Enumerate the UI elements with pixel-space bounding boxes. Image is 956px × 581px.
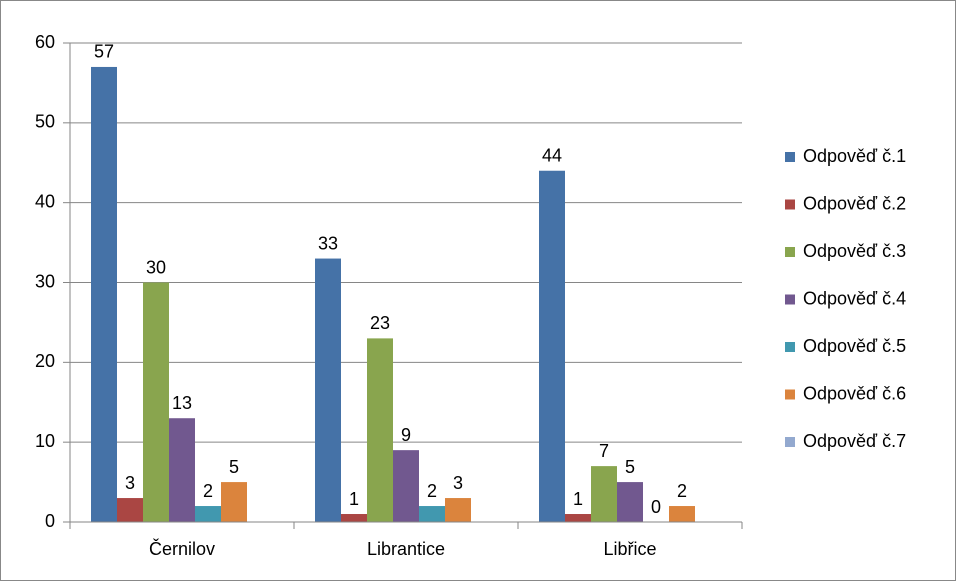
- legend-swatch: [785, 152, 795, 162]
- legend-label: Odpověď č.2: [803, 193, 906, 213]
- legend-swatch: [785, 294, 795, 305]
- data-label: 30: [146, 257, 166, 277]
- bar: [393, 450, 419, 522]
- y-tick-label: 60: [35, 32, 55, 52]
- data-label: 7: [599, 441, 609, 461]
- data-label: 3: [125, 473, 135, 493]
- x-tick-label: Libřice: [603, 539, 656, 559]
- data-label: 2: [203, 481, 213, 501]
- y-tick-label: 40: [35, 191, 55, 211]
- data-label: 5: [625, 457, 635, 477]
- legend-label: Odpověď č.3: [803, 241, 906, 261]
- data-label: 3: [453, 473, 463, 493]
- legend-label: Odpověď č.5: [803, 336, 906, 356]
- data-label: 2: [677, 481, 687, 501]
- data-label: 0: [651, 497, 661, 517]
- bar: [617, 482, 643, 522]
- legend-swatch: [785, 389, 795, 400]
- data-label: 2: [427, 481, 437, 501]
- bar: [91, 66, 117, 522]
- bar: [367, 338, 393, 522]
- legend-label: Odpověď č.4: [803, 288, 906, 308]
- data-label: 5: [229, 457, 239, 477]
- y-tick-label: 50: [35, 112, 55, 132]
- bar: [117, 498, 143, 522]
- bar: [539, 170, 565, 522]
- y-tick-label: 0: [45, 511, 55, 531]
- legend-swatch: [785, 247, 795, 257]
- bar: [315, 258, 341, 522]
- data-label: 57: [94, 42, 114, 62]
- bar: [445, 498, 471, 522]
- bar: [669, 506, 695, 522]
- data-label: 44: [542, 145, 562, 165]
- legend-label: Odpověď č.7: [803, 431, 906, 451]
- y-tick-label: 20: [35, 351, 55, 371]
- y-tick-label: 10: [35, 431, 55, 451]
- data-label: 1: [573, 489, 583, 509]
- bar: [591, 466, 617, 522]
- bar: [143, 282, 169, 522]
- data-label: 23: [370, 313, 390, 333]
- bar: [565, 514, 591, 522]
- data-label: 13: [172, 393, 192, 413]
- data-label: 1: [349, 489, 359, 509]
- legend-label: Odpověď č.1: [803, 146, 906, 166]
- x-tick-label: Černilov: [149, 538, 215, 559]
- bar: [341, 514, 367, 522]
- bar: [169, 418, 195, 522]
- x-tick-label: Librantice: [367, 539, 445, 559]
- bar: [419, 506, 445, 522]
- legend-swatch: [785, 199, 795, 210]
- legend-swatch: [785, 342, 795, 352]
- legend-label: Odpověď č.6: [803, 383, 906, 403]
- y-tick-label: 30: [35, 271, 55, 291]
- data-label: 9: [401, 425, 411, 445]
- bar: [195, 506, 221, 522]
- legend-swatch: [785, 437, 795, 447]
- data-label: 33: [318, 233, 338, 253]
- bar: [221, 482, 247, 522]
